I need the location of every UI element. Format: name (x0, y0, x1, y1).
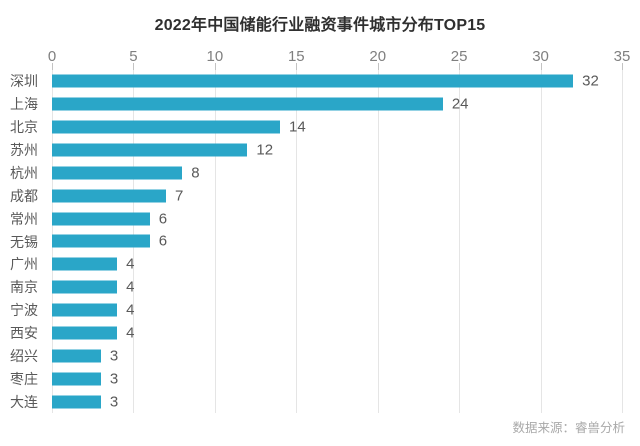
category-label: 杭州 (10, 164, 38, 181)
category-label: 上海 (10, 96, 38, 113)
bar-row: 6 (52, 207, 622, 230)
value-label: 32 (582, 72, 599, 90)
category-label: 苏州 (10, 142, 38, 159)
bar (52, 189, 166, 203)
category-label: 广州 (10, 256, 38, 273)
axis-tick-mark (296, 63, 298, 70)
category-label: 大连 (10, 393, 38, 410)
bar (52, 395, 101, 409)
grid-line (459, 70, 461, 413)
category-label: 枣庄 (10, 370, 38, 387)
value-label: 4 (126, 324, 135, 342)
x-axis-tick-label: 0 (47, 48, 57, 65)
bar-row: 8 (52, 161, 622, 184)
category-label: 绍兴 (10, 347, 38, 364)
bar (52, 234, 150, 248)
plot-area: 32 24 14 12 8 7 6 6 4 4 4 4 3 3 3 (52, 63, 623, 413)
grid-line (377, 70, 379, 413)
bar-row: 4 (52, 276, 622, 299)
bar (52, 97, 443, 111)
bar (52, 349, 101, 363)
chart-title: 2022年中国储能行业融资事件城市分布TOP15 (154, 17, 486, 34)
axis-tick-mark (133, 63, 135, 70)
axis-tick-mark (540, 63, 542, 70)
axis-tick-mark (459, 63, 461, 70)
bar (52, 303, 118, 317)
axis-tick-mark (52, 63, 53, 70)
bar (52, 280, 118, 294)
bar-row: 4 (52, 253, 622, 276)
bar (52, 326, 118, 340)
value-label: 6 (158, 210, 168, 228)
value-label: 3 (109, 370, 119, 388)
bar (52, 166, 183, 180)
value-label: 6 (158, 232, 168, 250)
category-label: 常州 (10, 210, 38, 227)
bar-row: 6 (52, 230, 622, 253)
data-source-label: 数据来源：睿兽分析 (512, 421, 625, 435)
bar-row: 7 (52, 184, 622, 207)
category-label: 无锡 (10, 233, 38, 250)
axis-tick-mark (214, 63, 216, 70)
bar-row: 12 (52, 139, 622, 162)
value-label: 4 (126, 301, 135, 319)
bar-row: 14 (52, 116, 622, 139)
bar (52, 372, 101, 386)
x-axis-tick-label: 35 (613, 48, 631, 65)
bar-row: 4 (52, 322, 622, 345)
category-label: 深圳 (10, 73, 38, 90)
category-label: 西安 (10, 324, 38, 341)
x-axis-tick-label: 30 (532, 48, 549, 65)
value-label: 3 (109, 347, 119, 365)
bar (52, 120, 280, 134)
value-label: 4 (126, 255, 135, 273)
bar (52, 257, 118, 271)
category-label: 宁波 (10, 302, 38, 319)
grid-line (296, 70, 298, 413)
bar (52, 143, 248, 157)
x-axis-tick-label: 5 (129, 48, 138, 65)
bar-row: 4 (52, 299, 622, 322)
axis-tick-mark (377, 63, 379, 70)
value-label: 8 (191, 164, 200, 182)
value-label: 14 (289, 118, 306, 136)
x-axis-tick-label: 20 (369, 48, 387, 65)
bar-row: 24 (52, 93, 622, 116)
category-label: 南京 (10, 279, 38, 296)
axis-tick-mark (622, 63, 623, 70)
x-axis-tick-label: 25 (450, 48, 468, 65)
value-label: 3 (109, 393, 119, 411)
category-label: 成都 (10, 187, 38, 204)
grid-line (622, 70, 623, 413)
bar (52, 212, 150, 226)
x-axis-tick-label: 15 (287, 48, 305, 65)
x-axis-tick-label: 10 (206, 48, 224, 65)
value-label: 7 (175, 187, 184, 205)
grid-line (540, 70, 542, 413)
bar-row: 32 (52, 70, 622, 93)
value-label: 4 (126, 278, 135, 296)
bar-row: 3 (52, 367, 622, 390)
value-label: 24 (451, 95, 469, 113)
bar-row: 3 (52, 390, 622, 413)
bar (52, 74, 574, 88)
grid-line (214, 70, 216, 413)
category-label: 北京 (10, 119, 38, 136)
bar-row: 3 (52, 344, 622, 367)
value-label: 12 (256, 141, 274, 159)
